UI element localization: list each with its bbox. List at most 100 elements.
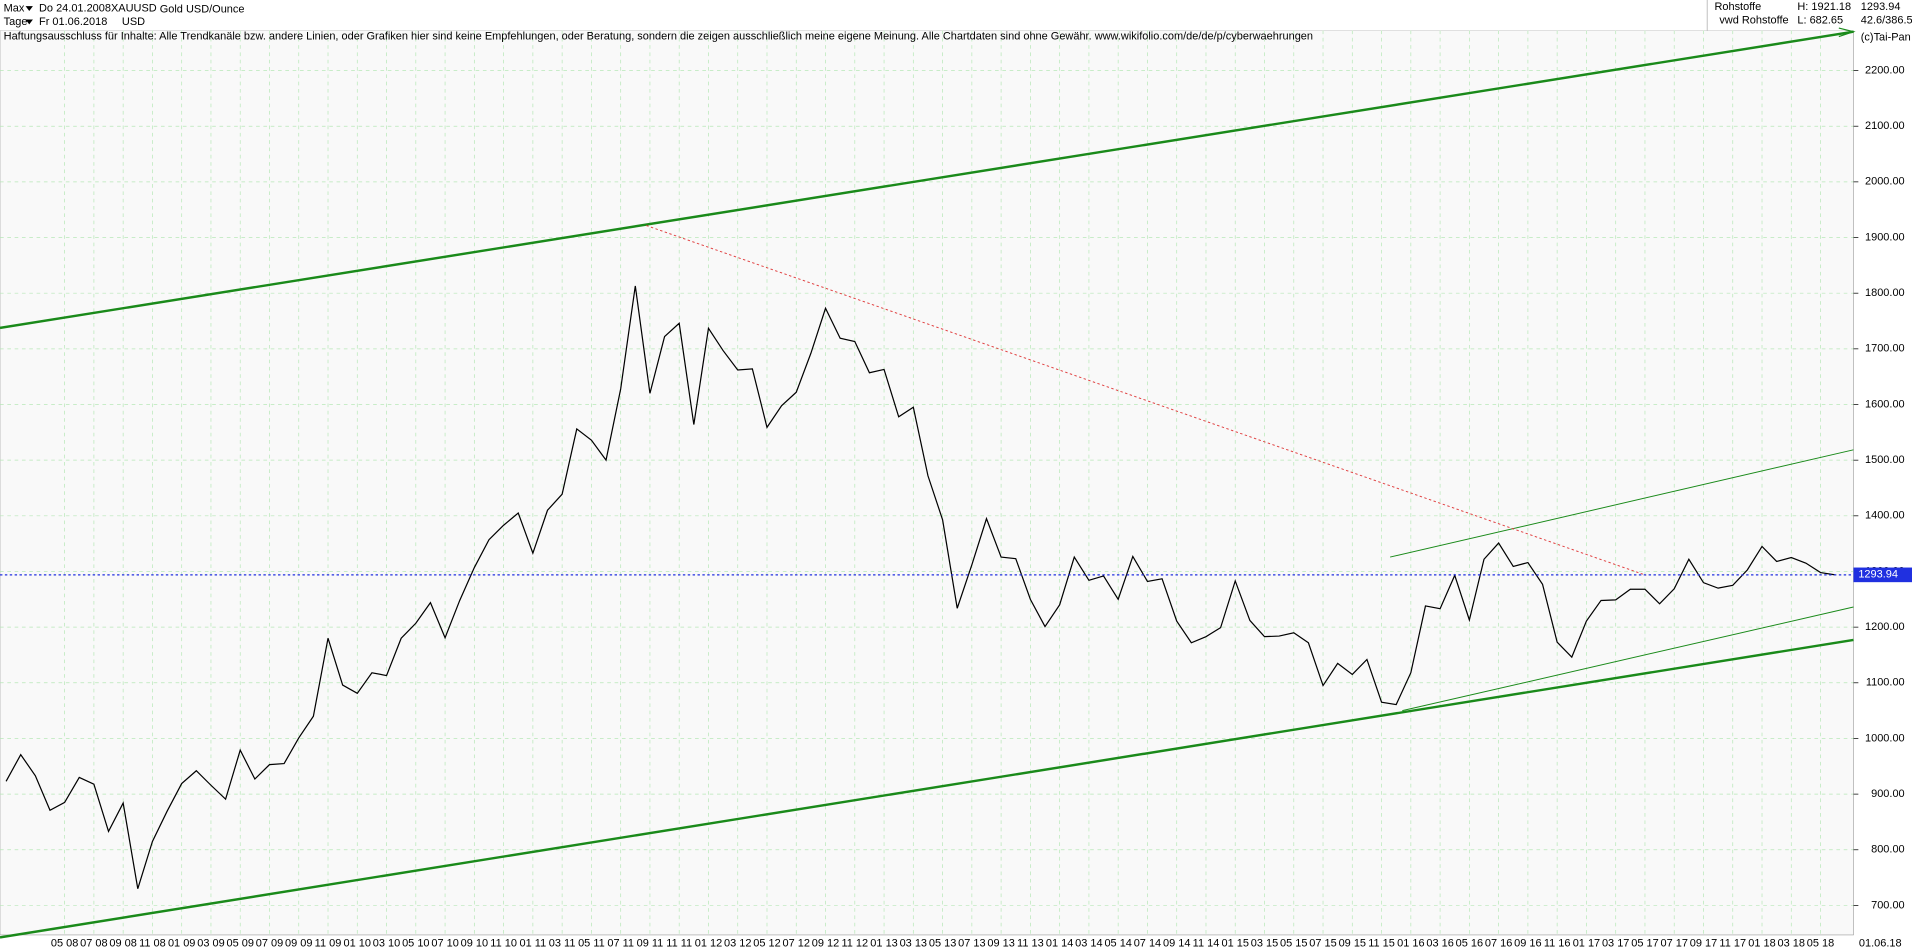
scale-info: 42.6/386.5 [1861, 15, 1912, 27]
x-tick-label: 03 17 [1602, 937, 1629, 949]
x-tick-label: 09 12 [812, 937, 839, 949]
x-tick-label: 05 15 [1280, 937, 1307, 949]
arrow [1838, 27, 1856, 38]
x-tick-label: 11 08 [139, 937, 166, 949]
x-tick-label: 07 09 [256, 937, 283, 949]
x-tick-label: 11 14 [1193, 937, 1220, 949]
x-tick-label: 01 09 [168, 937, 195, 949]
y-tick-label: 1500.00 [1865, 454, 1905, 466]
x-tick-label: 01 16 [1397, 937, 1424, 949]
y-tick-label: 1400.00 [1865, 510, 1905, 522]
x-tick-label: 03 09 [197, 937, 224, 949]
x-tick-label: 05 09 [226, 937, 253, 949]
x-tick-label: 03 12 [724, 937, 751, 949]
symbol: XAUUSD [111, 2, 157, 14]
end-label: 01.06.18 [1859, 937, 1902, 949]
x-tick-label: 09 13 [987, 937, 1014, 949]
x-tick-label: 01 13 [870, 937, 897, 949]
x-tick-label: 11 10 [490, 937, 517, 949]
y-tick-label: 2000.00 [1865, 176, 1905, 188]
x-tick-label: 01 15 [1222, 937, 1249, 949]
low: L: 682.65 [1797, 15, 1843, 27]
start-date: Do 24.01.2008 [39, 2, 111, 14]
x-tick-label: 01 11 [520, 937, 547, 949]
x-tick-label: 11 12 [841, 937, 868, 949]
trend-line [646, 225, 1647, 576]
x-tick-label: 07 17 [1660, 937, 1687, 949]
x-tick-label: 03 11 [549, 937, 576, 949]
x-tick-label: 05 11 [578, 937, 605, 949]
x-tick-label: 07 14 [1134, 937, 1161, 949]
source2: vwd Rohstoffe [1719, 15, 1788, 27]
x-tick-label: 11 15 [1368, 937, 1395, 949]
x-tick-label: 01 18 [1748, 937, 1775, 949]
x-tick-label: 09 09 [285, 937, 312, 949]
price-line [5, 285, 1836, 889]
instrument: Gold USD/Ounce [160, 4, 245, 16]
x-tick-label: 09 14 [1163, 937, 1190, 949]
x-tick-label: 03 10 [373, 937, 400, 949]
x-tick-label: 11 17 [1719, 937, 1746, 949]
x-tick-label: 09 15 [1339, 937, 1366, 949]
x-tick-label: 03 18 [1778, 937, 1805, 949]
x-tick-label: 05 14 [1104, 937, 1131, 949]
y-tick-label: 800.00 [1871, 844, 1905, 856]
header-bar [0, 0, 1912, 31]
y-tick-label: 2100.00 [1865, 120, 1905, 132]
x-tick-label: 07 11 [607, 937, 634, 949]
x-tick-label: 09 11 [637, 937, 664, 949]
period[interactable]: Tage [4, 16, 28, 28]
x-tick-label: 03 16 [1426, 937, 1453, 949]
x-tick-label: 07 10 [431, 937, 458, 949]
x-tick-label: 07 15 [1309, 937, 1336, 949]
trend-line [0, 30, 1854, 330]
x-tick-label: 11 13 [1017, 937, 1044, 949]
x-tick-label: 07 08 [80, 937, 107, 949]
x-tick-label: 11 16 [1544, 937, 1571, 949]
high: H: 1921.18 [1797, 1, 1851, 13]
trend-lines [0, 27, 1856, 939]
last-value-label: 1293.94 [1858, 569, 1898, 581]
y-tick-label: 900.00 [1871, 788, 1905, 800]
x-tick-label: 07 16 [1485, 937, 1512, 949]
y-tick-label: 1200.00 [1865, 621, 1905, 633]
dropdown-icon[interactable] [25, 19, 33, 25]
range[interactable]: Max [4, 2, 25, 14]
currency: USD [122, 16, 145, 28]
x-tick-label: 05 17 [1631, 937, 1658, 949]
y-tick-label: 2200.00 [1865, 64, 1905, 76]
x-tick-label: 01 17 [1573, 937, 1600, 949]
x-tick-label: 03 14 [1075, 937, 1102, 949]
last-price: 1293.94 [1861, 1, 1901, 13]
plot-area [0, 30, 1854, 936]
source: Rohstoffe [1714, 1, 1761, 13]
x-tick-label: 03 15 [1251, 937, 1278, 949]
x-tick-label: 01 10 [344, 937, 371, 949]
x-tick-label: 11 09 [315, 937, 342, 949]
y-tick-label: 1000.00 [1865, 732, 1905, 744]
trend-line [1402, 606, 1854, 712]
y-tick-label: 1700.00 [1865, 343, 1905, 355]
x-tick-label: 05 18 [1807, 937, 1834, 949]
x-tick-label: 11 11 [666, 937, 692, 949]
x-tick-label: 01 12 [695, 937, 722, 949]
y-tick-label: 1100.00 [1866, 677, 1905, 689]
x-tick-label: 09 16 [1514, 937, 1541, 949]
x-tick-label: 05 10 [402, 937, 429, 949]
y-tick-label: 1600.00 [1865, 398, 1905, 410]
x-tick-label: 05 13 [929, 937, 956, 949]
y-tick-label: 1900.00 [1865, 231, 1905, 243]
x-tick-label: 05 12 [753, 937, 780, 949]
x-tick-label: 07 12 [783, 937, 810, 949]
x-tick-label: 01 14 [1046, 937, 1073, 949]
copyright: (c)Tai-Pan [1861, 32, 1911, 44]
x-tick-label: 07 13 [958, 937, 985, 949]
trend-line [1389, 449, 1854, 558]
x-tick-label: 05 16 [1456, 937, 1483, 949]
x-tick-label: 09 10 [461, 937, 488, 949]
disclaimer: Haftungsausschluss für Inhalte: Alle Tre… [4, 30, 1313, 42]
x-tick-label: 05 08 [51, 937, 78, 949]
dropdown-icon[interactable] [25, 6, 33, 11]
x-tick-label: 09 08 [109, 937, 136, 949]
